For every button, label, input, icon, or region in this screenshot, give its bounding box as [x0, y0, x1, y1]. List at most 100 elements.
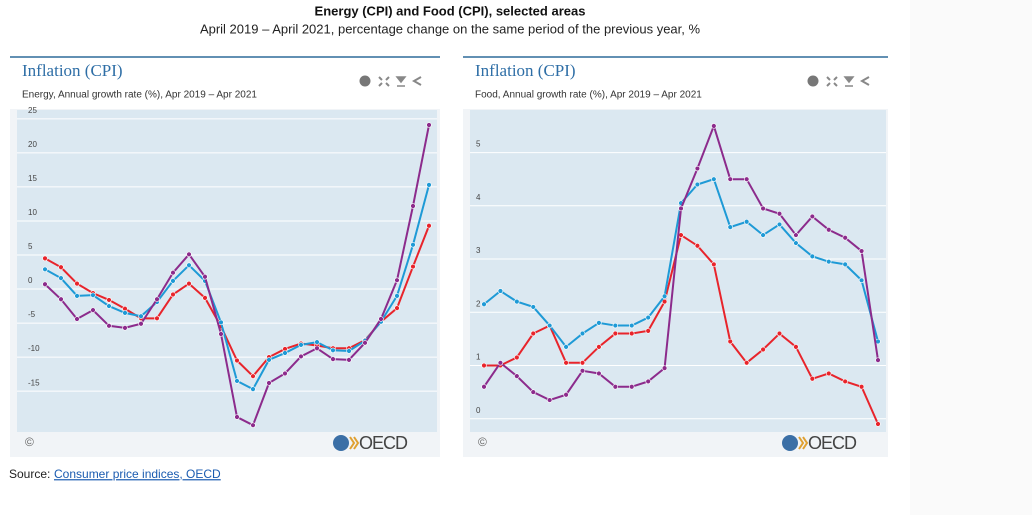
- point: [776, 221, 783, 228]
- y-tick-label: 25: [28, 106, 37, 115]
- point: [74, 316, 80, 322]
- point: [154, 315, 160, 322]
- y-tick-label: 5: [476, 140, 481, 149]
- point: [106, 297, 112, 303]
- point: [410, 242, 416, 248]
- point: [678, 205, 684, 212]
- point: [58, 275, 64, 281]
- plot-area: [470, 110, 886, 432]
- point: [711, 261, 717, 268]
- point: [138, 321, 144, 327]
- share-icon[interactable]: [411, 76, 422, 86]
- point: [743, 360, 750, 366]
- point: [90, 307, 96, 313]
- point: [58, 264, 64, 270]
- point: [282, 350, 288, 356]
- point: [497, 288, 504, 294]
- point: [776, 211, 783, 217]
- point: [74, 280, 80, 287]
- point: [298, 342, 304, 348]
- logo-mark: [349, 436, 360, 450]
- copyright: ©: [25, 435, 34, 449]
- point: [186, 251, 192, 258]
- point: [170, 291, 176, 298]
- point: [612, 384, 619, 390]
- point: [122, 310, 128, 316]
- download-icon[interactable]: [843, 76, 855, 87]
- info-icon[interactable]: [807, 75, 819, 87]
- point: [612, 330, 619, 337]
- point: [218, 331, 224, 337]
- point: [793, 240, 799, 246]
- point: [760, 205, 766, 212]
- share-icon[interactable]: [859, 76, 870, 86]
- point: [378, 316, 384, 322]
- y-tick-label: 0: [28, 276, 33, 285]
- point: [793, 344, 799, 350]
- page-subtitle: April 2019 – April 2021, percentage chan…: [200, 21, 701, 36]
- point: [218, 319, 224, 326]
- y-tick-label: 4: [476, 193, 481, 202]
- point: [629, 384, 635, 390]
- download-icon[interactable]: [395, 76, 407, 87]
- point: [154, 296, 160, 302]
- point: [481, 362, 487, 369]
- point: [530, 304, 536, 310]
- point: [234, 414, 240, 420]
- y-tick-label: 0: [476, 406, 481, 415]
- point: [579, 330, 586, 337]
- point: [694, 243, 701, 249]
- point: [122, 325, 128, 331]
- point: [842, 261, 848, 268]
- point: [410, 203, 416, 209]
- point: [234, 357, 240, 364]
- point: [42, 281, 48, 287]
- panel-title: Inflation (CPI): [475, 61, 576, 80]
- point: [530, 389, 536, 395]
- point: [596, 370, 602, 377]
- point: [170, 270, 176, 276]
- panels: Inflation (CPI) Energy, Annual growth rat…: [10, 56, 888, 457]
- point: [298, 353, 304, 360]
- point: [842, 378, 848, 385]
- point: [314, 345, 320, 351]
- info-icon[interactable]: [359, 75, 371, 87]
- point: [250, 386, 256, 392]
- point: [563, 344, 569, 350]
- point: [266, 380, 272, 386]
- point: [90, 292, 96, 298]
- logo-globe: [333, 435, 349, 451]
- source-label: Source:: [9, 467, 50, 481]
- expand-icon[interactable]: [378, 76, 390, 87]
- y-tick-label: 20: [28, 140, 37, 149]
- point: [858, 384, 865, 390]
- point: [234, 378, 240, 384]
- y-tick-label: 10: [28, 208, 37, 217]
- y-tick-label: -15: [28, 378, 40, 387]
- point: [694, 181, 701, 188]
- point: [481, 384, 487, 390]
- point: [186, 280, 192, 287]
- panel-subtitle: Energy, Annual growth rate (%), Apr 2019…: [22, 90, 257, 101]
- point: [875, 357, 881, 363]
- point: [546, 322, 553, 329]
- point: [727, 176, 733, 182]
- point: [563, 392, 569, 398]
- page-title: Energy (CPI) and Food (CPI), selected ar…: [315, 3, 586, 18]
- point: [410, 263, 416, 270]
- point: [629, 322, 635, 329]
- point: [106, 323, 112, 329]
- point: [497, 360, 504, 366]
- point: [711, 176, 717, 182]
- y-tick-label: 2: [476, 299, 481, 308]
- point: [42, 266, 48, 272]
- point: [776, 330, 783, 337]
- point: [42, 255, 48, 262]
- point: [563, 360, 569, 366]
- source-link[interactable]: Consumer price indices, OECD: [54, 467, 221, 481]
- point: [645, 314, 651, 321]
- y-tick-label: -10: [28, 344, 40, 353]
- expand-icon[interactable]: [826, 76, 838, 87]
- point: [58, 296, 64, 302]
- point: [596, 320, 602, 326]
